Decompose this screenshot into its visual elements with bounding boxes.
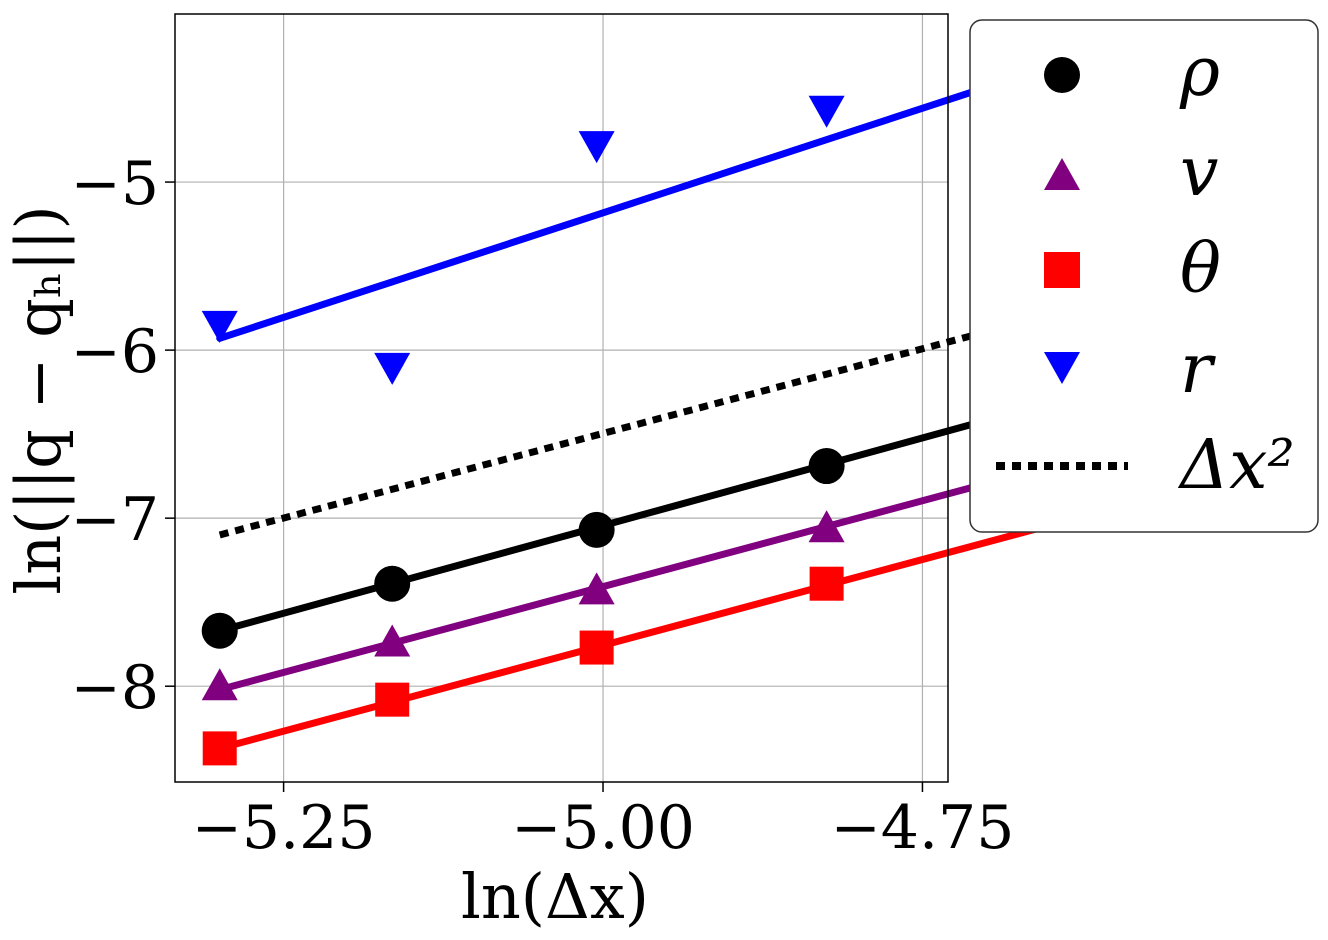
point-theta — [809, 566, 844, 601]
y-tick-label: −6 — [71, 317, 159, 387]
legend-label-v: v — [1180, 133, 1218, 212]
point-theta — [202, 731, 237, 766]
x-tick-label: −5.00 — [511, 793, 695, 863]
point-rho — [808, 448, 845, 485]
y-axis-label: ln(||q − qₕ||) — [2, 205, 75, 594]
point-v — [578, 572, 615, 605]
axis-ticks: −5.25 −5.00 −4.75 −5 −6 −7 −8 — [71, 149, 1015, 863]
y-tick-label: −8 — [71, 653, 159, 723]
x-tick-label: −4.75 — [831, 793, 1015, 863]
fit-line-rho — [216, 383, 1112, 635]
legend-frame — [969, 19, 1319, 533]
legend: ρ v θ r Δx² — [969, 19, 1319, 533]
legend-label-theta: θ — [1180, 230, 1221, 309]
point-r — [374, 352, 411, 385]
y-tick-label: −5 — [71, 149, 159, 219]
legend-marker-rho — [1044, 57, 1080, 93]
legend-label-r: r — [1180, 330, 1216, 409]
point-v — [374, 624, 411, 657]
point-r — [578, 131, 615, 164]
point-theta — [375, 682, 410, 717]
point-r — [201, 310, 238, 343]
legend-label-dx2: Δx² — [1177, 426, 1295, 505]
legend-marker-r — [1044, 352, 1080, 384]
y-tick-label: −7 — [71, 485, 159, 555]
point-rho — [578, 511, 615, 548]
point-rho — [374, 565, 411, 602]
legend-marker-theta — [1044, 252, 1080, 288]
fit-line-theta — [216, 506, 1112, 752]
fit-line-r — [216, 44, 1112, 342]
point-v — [201, 668, 238, 701]
point-theta — [579, 630, 614, 665]
legend-label-rho: ρ — [1179, 33, 1220, 112]
x-axis-label: ln(Δx) — [461, 860, 649, 933]
plot-frame — [174, 13, 949, 783]
grid — [175, 14, 948, 782]
point-v — [808, 510, 845, 543]
point-rho — [201, 612, 238, 649]
point-r — [808, 95, 845, 128]
legend-marker-v — [1044, 158, 1080, 190]
x-tick-label: −5.25 — [192, 793, 376, 863]
fit-line-v — [216, 447, 1112, 694]
